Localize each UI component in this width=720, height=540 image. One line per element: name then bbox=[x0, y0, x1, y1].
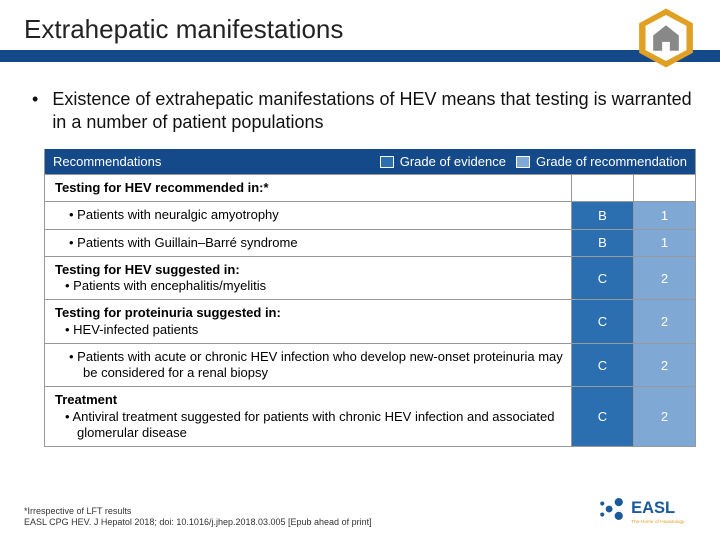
table-row: Treatment Antiviral treatment suggested … bbox=[45, 386, 695, 446]
title-bar: Extrahepatic manifestations bbox=[0, 0, 720, 62]
row-block: Testing for proteinuria suggested in: HE… bbox=[45, 300, 571, 343]
home-hex-icon bbox=[634, 6, 698, 70]
table-row: Testing for proteinuria suggested in: HE… bbox=[45, 299, 695, 343]
row-text: Patients with Guillain–Barré syndrome bbox=[45, 230, 571, 256]
svg-text:The Home of Hepatology: The Home of Hepatology bbox=[631, 519, 685, 525]
row-text: Patients with neuralgic amyotrophy bbox=[45, 202, 571, 228]
header-recommendations: Recommendations bbox=[53, 154, 370, 169]
header-recommendation: Grade of recommendation bbox=[536, 154, 687, 169]
table-row: Patients with Guillain–Barré syndrome B … bbox=[45, 229, 695, 256]
header-evidence: Grade of evidence bbox=[400, 154, 506, 169]
table-row: Patients with acute or chronic HEV infec… bbox=[45, 343, 695, 387]
row-text: Patients with acute or chronic HEV infec… bbox=[45, 344, 571, 387]
footnotes: *Irrespective of LFT results EASL CPG HE… bbox=[24, 506, 372, 529]
easl-logo: EASL The Home of Hepatology bbox=[594, 488, 704, 530]
evidence-cell: B bbox=[571, 230, 633, 256]
evidence-cell: C bbox=[571, 344, 633, 387]
evidence-cell: B bbox=[571, 202, 633, 228]
intro-text: Existence of extrahepatic manifestations… bbox=[52, 88, 692, 133]
svg-text:EASL: EASL bbox=[631, 499, 675, 517]
footnote-2: EASL CPG HEV. J Hepatol 2018; doi: 10.10… bbox=[24, 517, 372, 528]
table-row: Testing for HEV recommended in:* bbox=[45, 174, 695, 201]
evidence-cell: C bbox=[571, 387, 633, 446]
row-block: Testing for HEV suggested in: Patients w… bbox=[45, 257, 571, 300]
table-row: Testing for HEV suggested in: Patients w… bbox=[45, 256, 695, 300]
rec-cell: 2 bbox=[633, 257, 695, 300]
table-header: Recommendations Grade of evidence Grade … bbox=[45, 149, 695, 174]
evidence-swatch bbox=[380, 156, 394, 168]
row-block: Treatment Antiviral treatment suggested … bbox=[45, 387, 571, 446]
footnote-1: *Irrespective of LFT results bbox=[24, 506, 372, 517]
evidence-cell: C bbox=[571, 257, 633, 300]
evidence-cell bbox=[571, 175, 633, 201]
page-title: Extrahepatic manifestations bbox=[0, 0, 720, 45]
rec-cell: 1 bbox=[633, 202, 695, 228]
recommendation-swatch bbox=[516, 156, 530, 168]
recommendations-table: Recommendations Grade of evidence Grade … bbox=[44, 149, 696, 447]
bullet-icon: • bbox=[32, 88, 38, 133]
rec-cell bbox=[633, 175, 695, 201]
evidence-cell: C bbox=[571, 300, 633, 343]
title-underline bbox=[0, 50, 720, 62]
rec-cell: 2 bbox=[633, 300, 695, 343]
table-row: Patients with neuralgic amyotrophy B 1 bbox=[45, 201, 695, 228]
row-heading: Testing for HEV recommended in:* bbox=[45, 175, 571, 201]
rec-cell: 2 bbox=[633, 344, 695, 387]
intro-bullet: • Existence of extrahepatic manifestatio… bbox=[0, 62, 720, 143]
rec-cell: 2 bbox=[633, 387, 695, 446]
rec-cell: 1 bbox=[633, 230, 695, 256]
